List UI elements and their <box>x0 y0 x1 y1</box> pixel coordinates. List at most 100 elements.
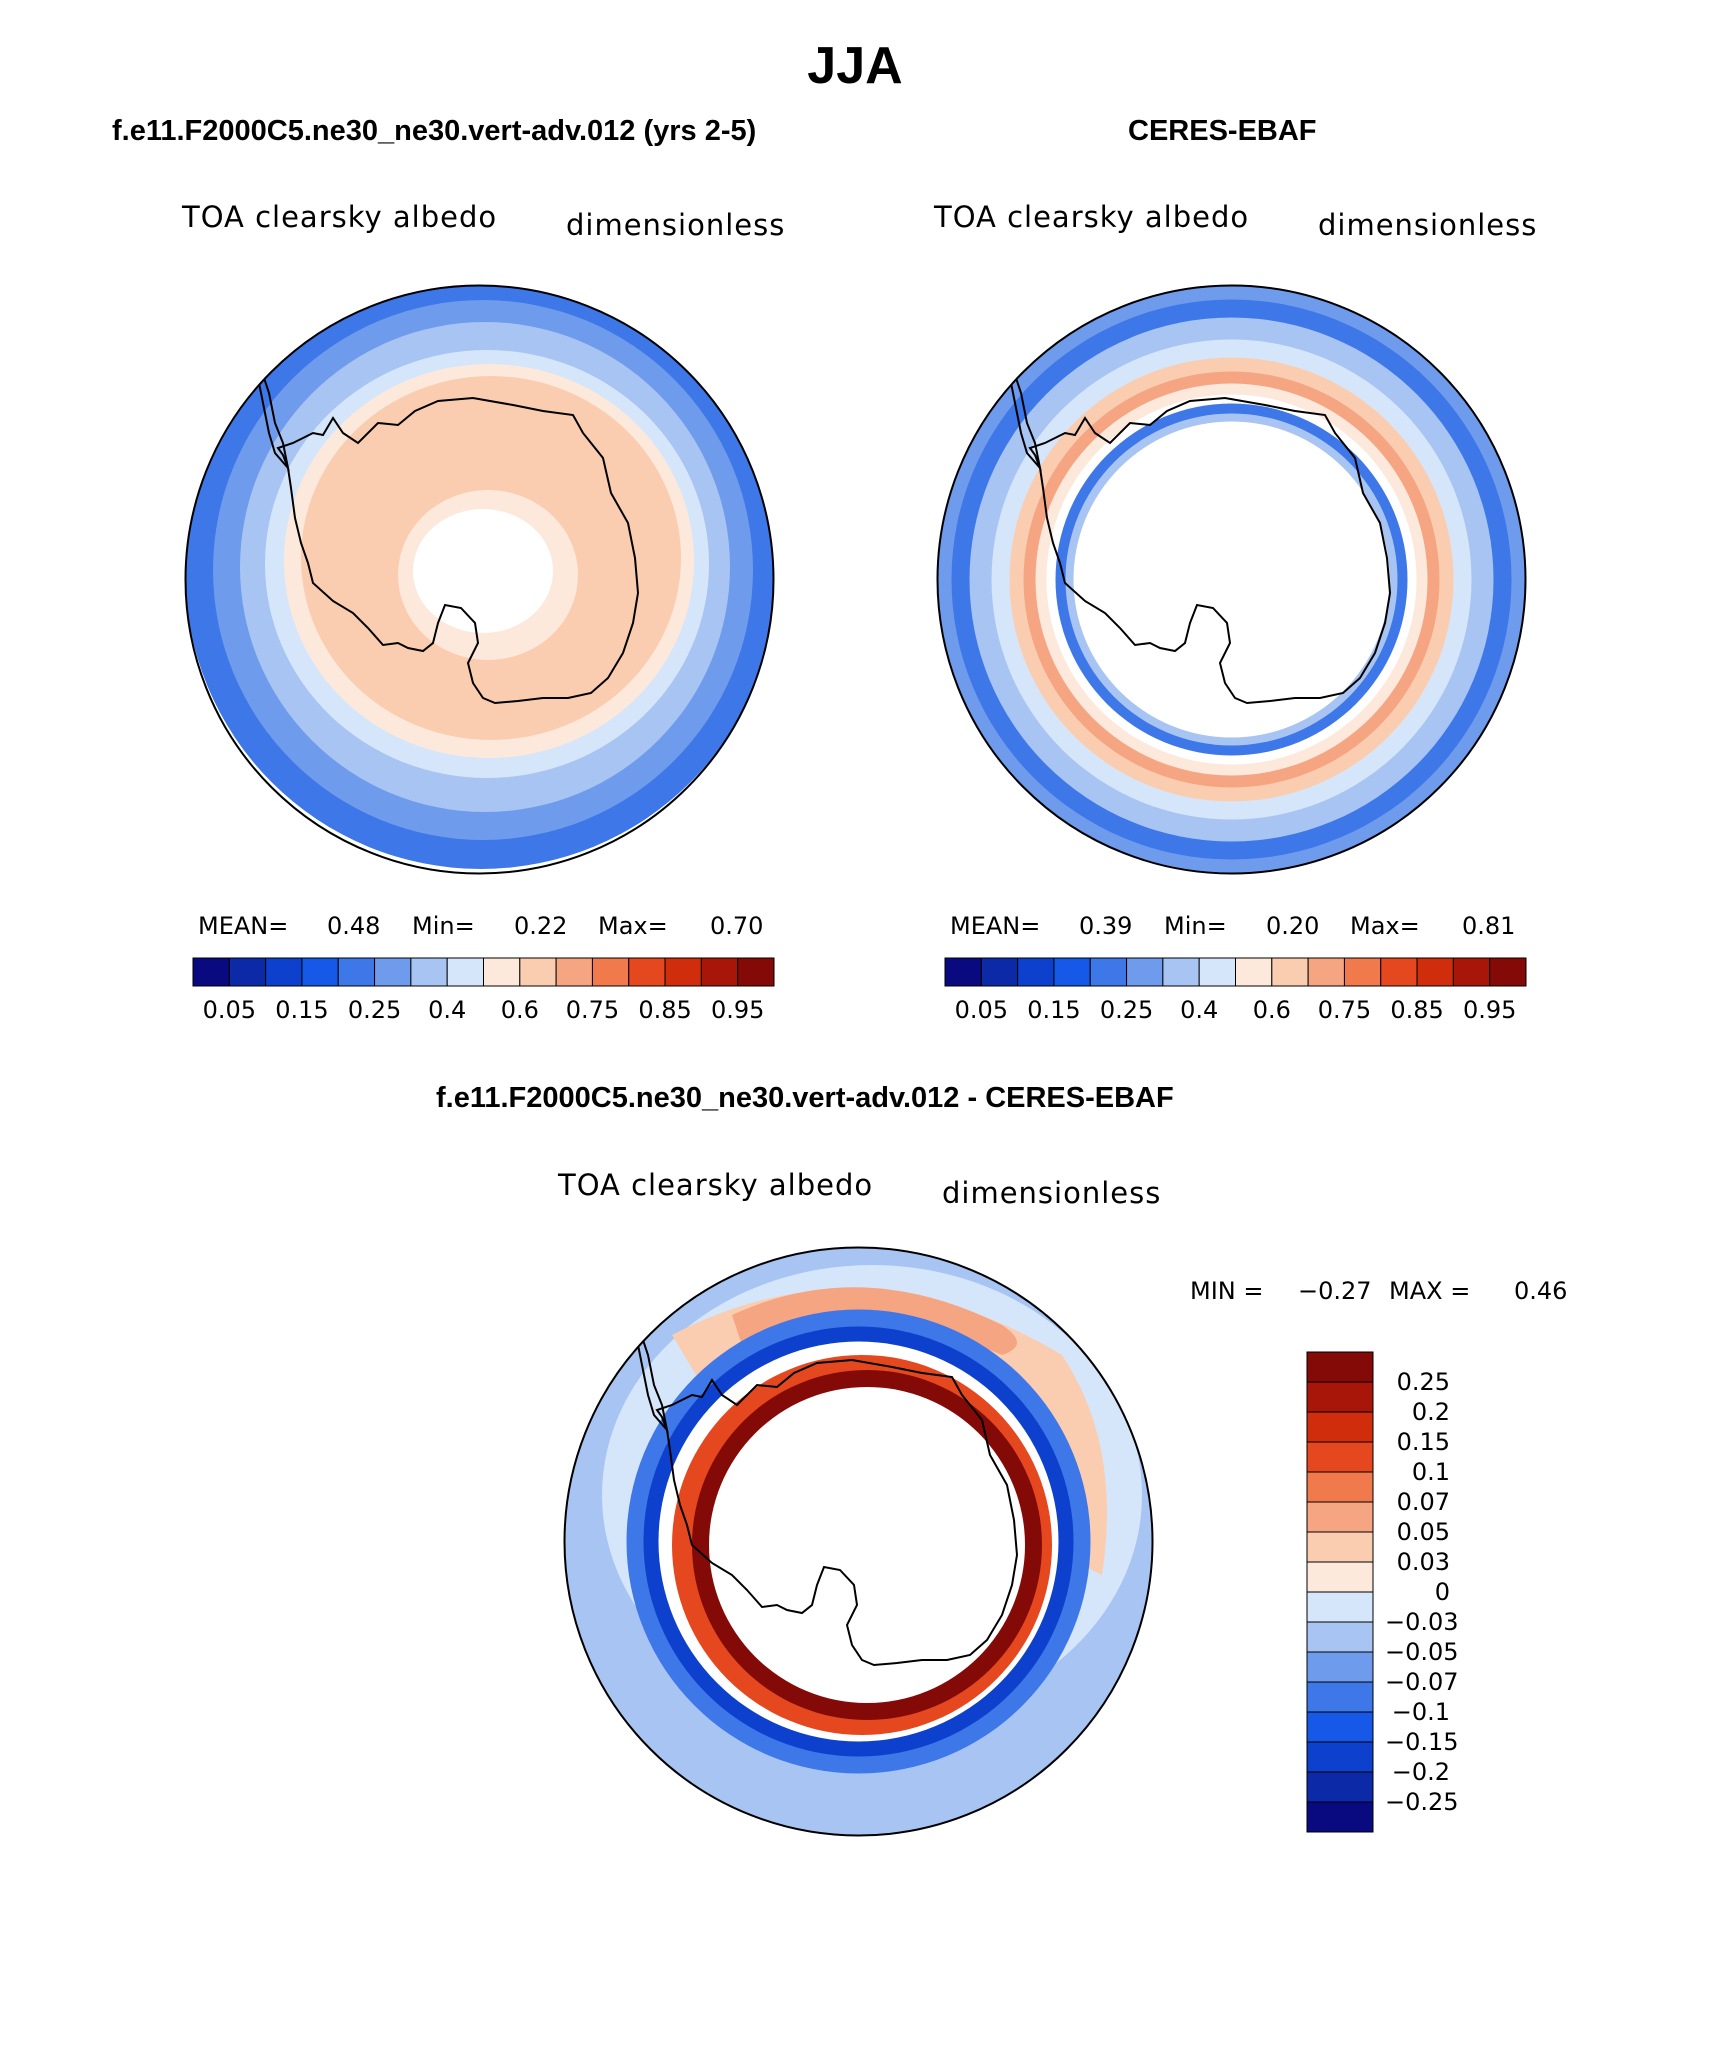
colorbar-tick-label: 0.4 <box>1180 996 1219 1024</box>
colorbar-swatch <box>1053 957 1091 987</box>
model-colorbar <box>192 957 775 987</box>
model-panel-title: f.e11.F2000C5.ne30_ne30.vert-adv.012 (yr… <box>112 115 757 147</box>
obs-max-label: Max= <box>1350 912 1420 940</box>
colorbar-swatch <box>265 957 303 987</box>
diff-colorbar-tick-label: −0.1 <box>1391 1698 1450 1726</box>
colorbar-swatch <box>1489 957 1527 987</box>
diff-colorbar-swatch <box>1306 1621 1374 1653</box>
obs-max-value: 0.81 <box>1462 912 1516 940</box>
colorbar-swatch <box>1452 957 1491 987</box>
diff-colorbar-swatch <box>1306 1501 1374 1533</box>
diff-polar-map <box>563 1246 1154 1837</box>
colorbar-swatch <box>591 957 630 987</box>
diff-colorbar-tick-label: 0.1 <box>1411 1458 1450 1486</box>
diff-colorbar-swatch <box>1306 1801 1374 1833</box>
diff-variable-label: TOA clearsky albedo <box>558 1168 874 1202</box>
model-map-border <box>184 284 775 875</box>
colorbar-swatch <box>944 957 982 987</box>
diff-colorbar-tick-label: 0.2 <box>1411 1398 1450 1426</box>
model-polar-map <box>184 284 775 875</box>
diff-colorbar-tick-label: 0 <box>1434 1578 1450 1606</box>
obs-map-border <box>936 284 1527 875</box>
colorbar-swatch <box>1416 957 1454 987</box>
colorbar-tick-label: 0.6 <box>1252 996 1291 1024</box>
colorbar-swatch <box>1307 957 1345 987</box>
model-max-label: Max= <box>598 912 668 940</box>
diff-colorbar-swatch <box>1306 1681 1374 1713</box>
colorbar-tick-label: 0.85 <box>1390 996 1444 1024</box>
diff-colorbar-tick-label: −0.15 <box>1385 1728 1459 1756</box>
diff-max-value: 0.46 <box>1514 1277 1568 1305</box>
obs-mean-value: 0.39 <box>1079 912 1133 940</box>
diff-colorbar-swatch <box>1306 1561 1374 1593</box>
colorbar-tick-label: 0.05 <box>202 996 257 1024</box>
diff-colorbar-swatch <box>1306 1351 1374 1383</box>
colorbar-tick-label: 0.15 <box>275 996 329 1024</box>
colorbar-tick-label: 0.95 <box>1462 996 1517 1024</box>
diff-colorbar-swatch <box>1306 1531 1374 1563</box>
colorbar-swatch <box>1343 957 1382 987</box>
diff-colorbar-tick-label: 0.03 <box>1396 1548 1450 1576</box>
diff-colorbar-tick-label: −0.25 <box>1385 1788 1459 1816</box>
colorbar-swatch <box>410 957 448 987</box>
obs-mean-label: MEAN= <box>950 912 1041 940</box>
obs-albedo-band <box>1073 421 1390 738</box>
model-pole-hole <box>413 509 553 633</box>
colorbar-swatch <box>700 957 739 987</box>
colorbar-swatch <box>1162 957 1200 987</box>
diff-colorbar-tick-label: −0.05 <box>1385 1638 1459 1666</box>
diff-panel-title: f.e11.F2000C5.ne30_ne30.vert-adv.012 - C… <box>436 1082 1174 1114</box>
colorbar-swatch <box>628 957 666 987</box>
model-max-value: 0.70 <box>710 912 764 940</box>
colorbar-tick-label: 0.25 <box>1099 996 1154 1024</box>
colorbar-tick-label: 0.6 <box>500 996 539 1024</box>
colorbar-tick-label: 0.85 <box>638 996 692 1024</box>
colorbar-tick-label: 0.4 <box>428 996 467 1024</box>
diff-colorbar-swatch <box>1306 1441 1374 1473</box>
colorbar-swatch <box>519 957 557 987</box>
colorbar-swatch <box>737 957 775 987</box>
obs-colorbar <box>944 957 1527 987</box>
diff-colorbar-swatch <box>1306 1741 1374 1773</box>
colorbar-swatch <box>1198 957 1236 987</box>
colorbar-swatch <box>301 957 339 987</box>
diff-colorbar-tick-label: 0.07 <box>1396 1488 1450 1516</box>
diff-colorbar-swatch <box>1306 1471 1374 1503</box>
obs-coastline <box>1028 396 1392 705</box>
model-min-label: Min= <box>412 912 475 940</box>
colorbar-swatch <box>374 957 412 987</box>
obs-panel-title: CERES-EBAF <box>1128 115 1317 147</box>
colorbar-swatch <box>192 957 230 987</box>
obs-units-label: dimensionless <box>1318 208 1538 242</box>
model-units-label: dimensionless <box>566 208 786 242</box>
colorbar-tick-label: 0.95 <box>710 996 765 1024</box>
diff-min-label: MIN = <box>1190 1277 1264 1305</box>
colorbar-swatch <box>1089 957 1128 987</box>
diff-colorbar-swatch <box>1306 1711 1374 1743</box>
obs-min-value: 0.20 <box>1266 912 1320 940</box>
colorbar-tick-label: 0.75 <box>565 996 620 1024</box>
colorbar-tick-label: 0.15 <box>1027 996 1081 1024</box>
model-mean-label: MEAN= <box>198 912 289 940</box>
colorbar-swatch <box>446 957 484 987</box>
colorbar-tick-label: 0.05 <box>954 996 1009 1024</box>
diff-colorbar-tick-label: 0.15 <box>1396 1428 1450 1456</box>
figure-title: JJA <box>807 37 903 95</box>
diff-units-label: dimensionless <box>942 1176 1162 1210</box>
diff-colorbar <box>1306 1351 1374 1833</box>
colorbar-swatch <box>1235 957 1273 987</box>
model-coastline <box>276 396 640 705</box>
colorbar-swatch <box>1126 957 1164 987</box>
model-min-value: 0.22 <box>514 912 568 940</box>
diff-map-border <box>563 1246 1154 1837</box>
model-variable-label: TOA clearsky albedo <box>182 200 498 234</box>
obs-min-label: Min= <box>1164 912 1227 940</box>
diff-colorbar-swatch <box>1306 1771 1374 1803</box>
diff-colorbar-tick-label: −0.2 <box>1391 1758 1450 1786</box>
model-mean-value: 0.48 <box>327 912 381 940</box>
diff-colorbar-tick-label: −0.07 <box>1385 1668 1459 1696</box>
diff-colorbar-swatch <box>1306 1381 1374 1413</box>
diff-colorbar-swatch <box>1306 1651 1374 1683</box>
colorbar-swatch <box>555 957 593 987</box>
colorbar-swatch <box>1271 957 1309 987</box>
